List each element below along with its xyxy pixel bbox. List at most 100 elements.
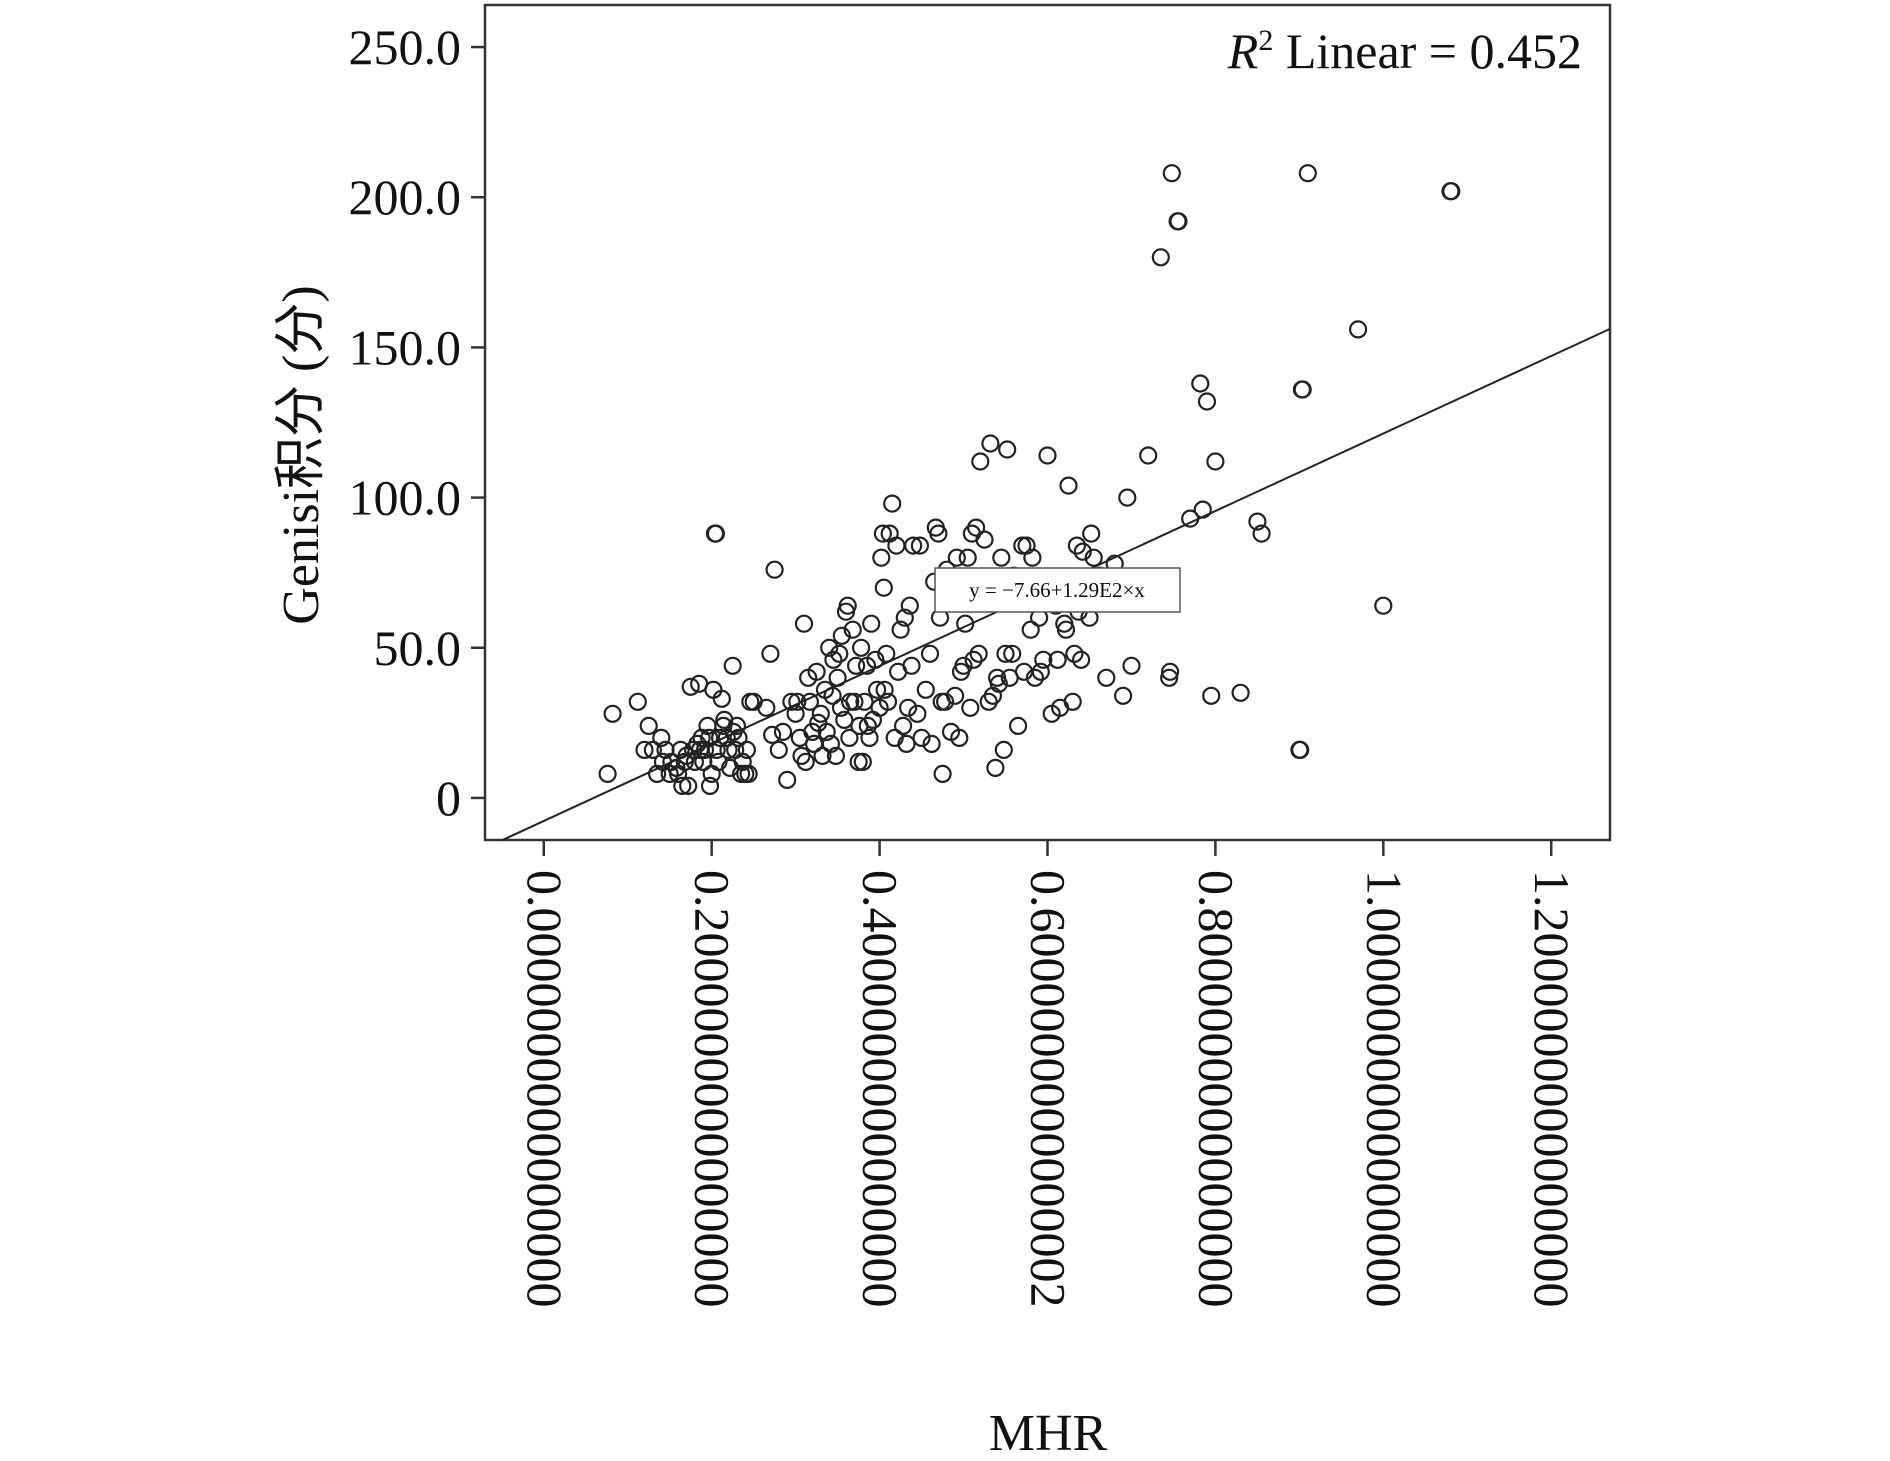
data-point — [1008, 716, 1028, 736]
data-point — [1122, 656, 1141, 675]
data-point — [838, 596, 857, 615]
data-point — [769, 740, 788, 760]
data-point — [652, 728, 671, 748]
data-point — [739, 764, 758, 784]
data-point — [840, 728, 859, 748]
data-point — [867, 680, 887, 699]
data-point — [1151, 248, 1170, 267]
data-point — [843, 620, 862, 639]
data-point — [945, 686, 965, 705]
data-point — [986, 758, 1005, 778]
data-point — [1191, 374, 1210, 393]
data-point — [1298, 164, 1317, 183]
data-point — [706, 524, 726, 543]
data-point — [788, 692, 807, 711]
fit-equation-box: y = −7.66+1.29E2×x — [934, 567, 1181, 613]
data-point — [794, 614, 814, 633]
y-tick-label: 200.0 — [349, 169, 462, 225]
data-point — [1231, 683, 1250, 702]
y-tick-label: 250.0 — [349, 19, 462, 75]
data-point — [761, 644, 780, 663]
data-point — [1169, 212, 1188, 231]
x-tick-label: 0.2000000000000000 — [685, 870, 741, 1308]
data-point — [873, 524, 893, 543]
data-point — [1003, 644, 1022, 663]
data-point — [862, 614, 881, 633]
data-point — [628, 692, 647, 711]
data-point — [1059, 476, 1078, 495]
data-point — [700, 776, 720, 796]
data-point — [908, 704, 927, 723]
y-tick-label: 150.0 — [349, 319, 462, 375]
data-point — [947, 548, 966, 567]
data-point — [897, 734, 916, 754]
data-point — [902, 656, 921, 675]
y-tick-label: 50.0 — [374, 620, 462, 676]
plot-frame — [483, 3, 1612, 842]
data-point — [994, 740, 1013, 760]
data-point — [1374, 596, 1393, 615]
data-point — [639, 716, 658, 736]
r2-annotation: R2 Linear = 0.452 — [1227, 23, 1582, 79]
y-tick-label: 0 — [436, 770, 461, 826]
data-point — [912, 728, 931, 748]
data-point — [1160, 662, 1180, 681]
fit-equation-label: y = −7.66+1.29E2×x — [969, 578, 1145, 602]
data-point — [1113, 686, 1133, 705]
data-point — [1056, 620, 1076, 639]
data-point — [729, 728, 748, 748]
data-point — [1082, 524, 1101, 543]
data-point — [853, 752, 872, 772]
data-point — [820, 638, 839, 657]
data-point — [966, 518, 986, 537]
data-point — [1067, 536, 1087, 555]
data-point — [807, 662, 826, 681]
y-axis-title: Genisi积分 (分) — [273, 285, 330, 624]
data-point — [964, 650, 983, 669]
data-point — [874, 578, 893, 597]
data-point — [727, 716, 747, 736]
data-point — [796, 752, 815, 772]
data-point — [832, 626, 851, 645]
data-point — [1063, 692, 1082, 711]
data-point — [685, 752, 705, 772]
data-point — [765, 560, 784, 579]
data-point — [1248, 512, 1267, 531]
data-point — [929, 524, 948, 543]
data-point — [1097, 668, 1116, 687]
data-point — [855, 692, 874, 711]
data-point — [971, 452, 990, 471]
data-point — [875, 680, 894, 699]
data-point — [757, 698, 776, 717]
data-point — [679, 776, 698, 796]
x-axis: 0.0000000000000000 0.2000000000000000 0.40… — [517, 840, 1580, 1308]
data-point — [920, 644, 940, 663]
data-point — [817, 722, 836, 742]
data-point — [1293, 380, 1312, 399]
data-point — [1034, 650, 1053, 669]
data-point — [813, 746, 832, 766]
data-point — [1162, 164, 1181, 183]
data-point — [1048, 650, 1067, 669]
data-point — [821, 734, 841, 754]
data-point — [635, 740, 654, 760]
data-point — [981, 434, 1000, 453]
data-point — [826, 746, 846, 766]
data-point — [851, 638, 871, 657]
data-point — [1038, 446, 1057, 465]
data-point — [824, 650, 843, 669]
data-point — [954, 656, 973, 675]
data-point — [830, 644, 849, 663]
data-point — [992, 548, 1011, 567]
data-point — [845, 692, 864, 711]
data-point — [719, 740, 738, 760]
data-point — [910, 536, 930, 555]
data-point — [1023, 548, 1042, 567]
data-point — [961, 698, 980, 717]
data-point — [1202, 686, 1221, 705]
data-point — [811, 704, 830, 723]
data-point — [904, 536, 923, 555]
data-point — [778, 770, 797, 790]
data-point — [933, 764, 952, 784]
